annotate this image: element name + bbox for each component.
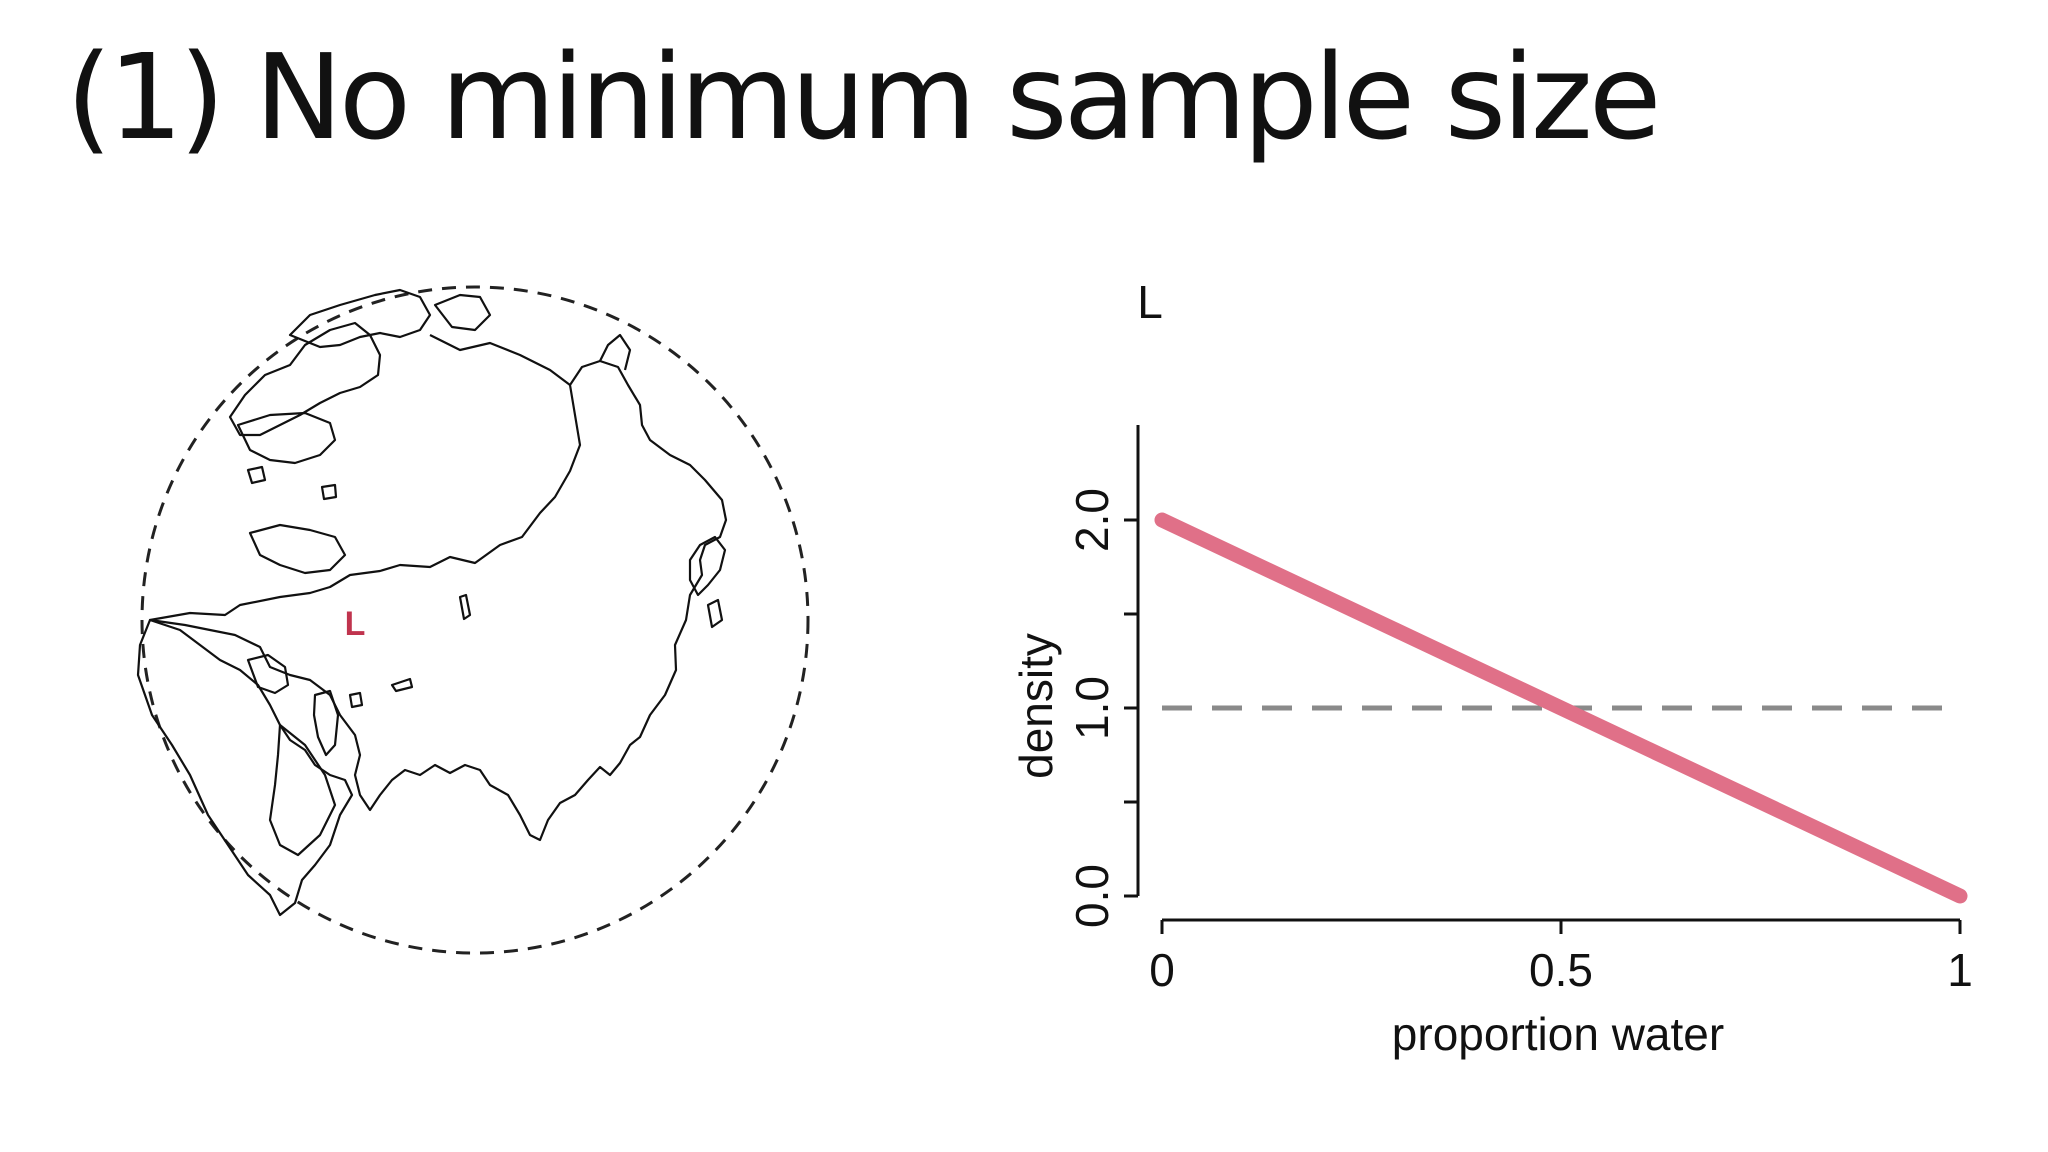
- caspian-outline: [246, 653, 290, 695]
- island-outline: [236, 411, 337, 465]
- density-chart: L 0.01.02.0 0 0.5 1 density proportion wat…: [1010, 276, 1973, 1060]
- y-tick-label: 0.0: [1066, 864, 1118, 928]
- scandinavia-outline: [228, 321, 382, 437]
- x-tick-label: 0.5: [1529, 944, 1593, 996]
- density-line: [1154, 512, 1968, 904]
- eurasia-outline: [148, 359, 728, 842]
- slide-title: (1) No minimum sample size: [66, 28, 1661, 166]
- lake-4-outline: [458, 593, 472, 621]
- lake-2-outline: [348, 691, 364, 709]
- sea-outline: [248, 523, 347, 575]
- island-small-2-outline: [320, 483, 338, 501]
- arctic-island-outline: [288, 288, 432, 349]
- y-tick-label: 2.0: [1066, 488, 1118, 552]
- series-layer: [1154, 512, 1968, 904]
- kamchatka-outline: [599, 333, 632, 371]
- y-tick-label: 1.0: [1066, 676, 1118, 740]
- globe-map: L: [136, 285, 810, 955]
- x-axis: 0 0.5 1: [1149, 918, 1973, 996]
- east-island-outline: [706, 598, 724, 629]
- x-tick-label: 0: [1149, 944, 1175, 996]
- arctic-island-2-outline: [433, 293, 492, 332]
- chart-title: L: [1137, 276, 1163, 328]
- y-axis: 0.0 1.0 2.0: [1066, 425, 1140, 928]
- x-tick-label: 1: [1947, 944, 1973, 996]
- siberia-coast-outline: [429, 334, 571, 386]
- arabia-outline: [268, 723, 337, 857]
- continent-outlines: [136, 288, 728, 917]
- lake-outline: [312, 689, 340, 757]
- lake-3-outline: [390, 677, 414, 693]
- island-small-outline: [246, 465, 267, 485]
- globe-marker-label: L: [345, 605, 366, 643]
- japan-outline: [688, 535, 727, 597]
- y-axis-label: density: [1010, 633, 1062, 779]
- africa-outline: [136, 618, 354, 917]
- globe-outline: [140, 285, 810, 955]
- x-axis-label: proportion water: [1392, 1008, 1724, 1060]
